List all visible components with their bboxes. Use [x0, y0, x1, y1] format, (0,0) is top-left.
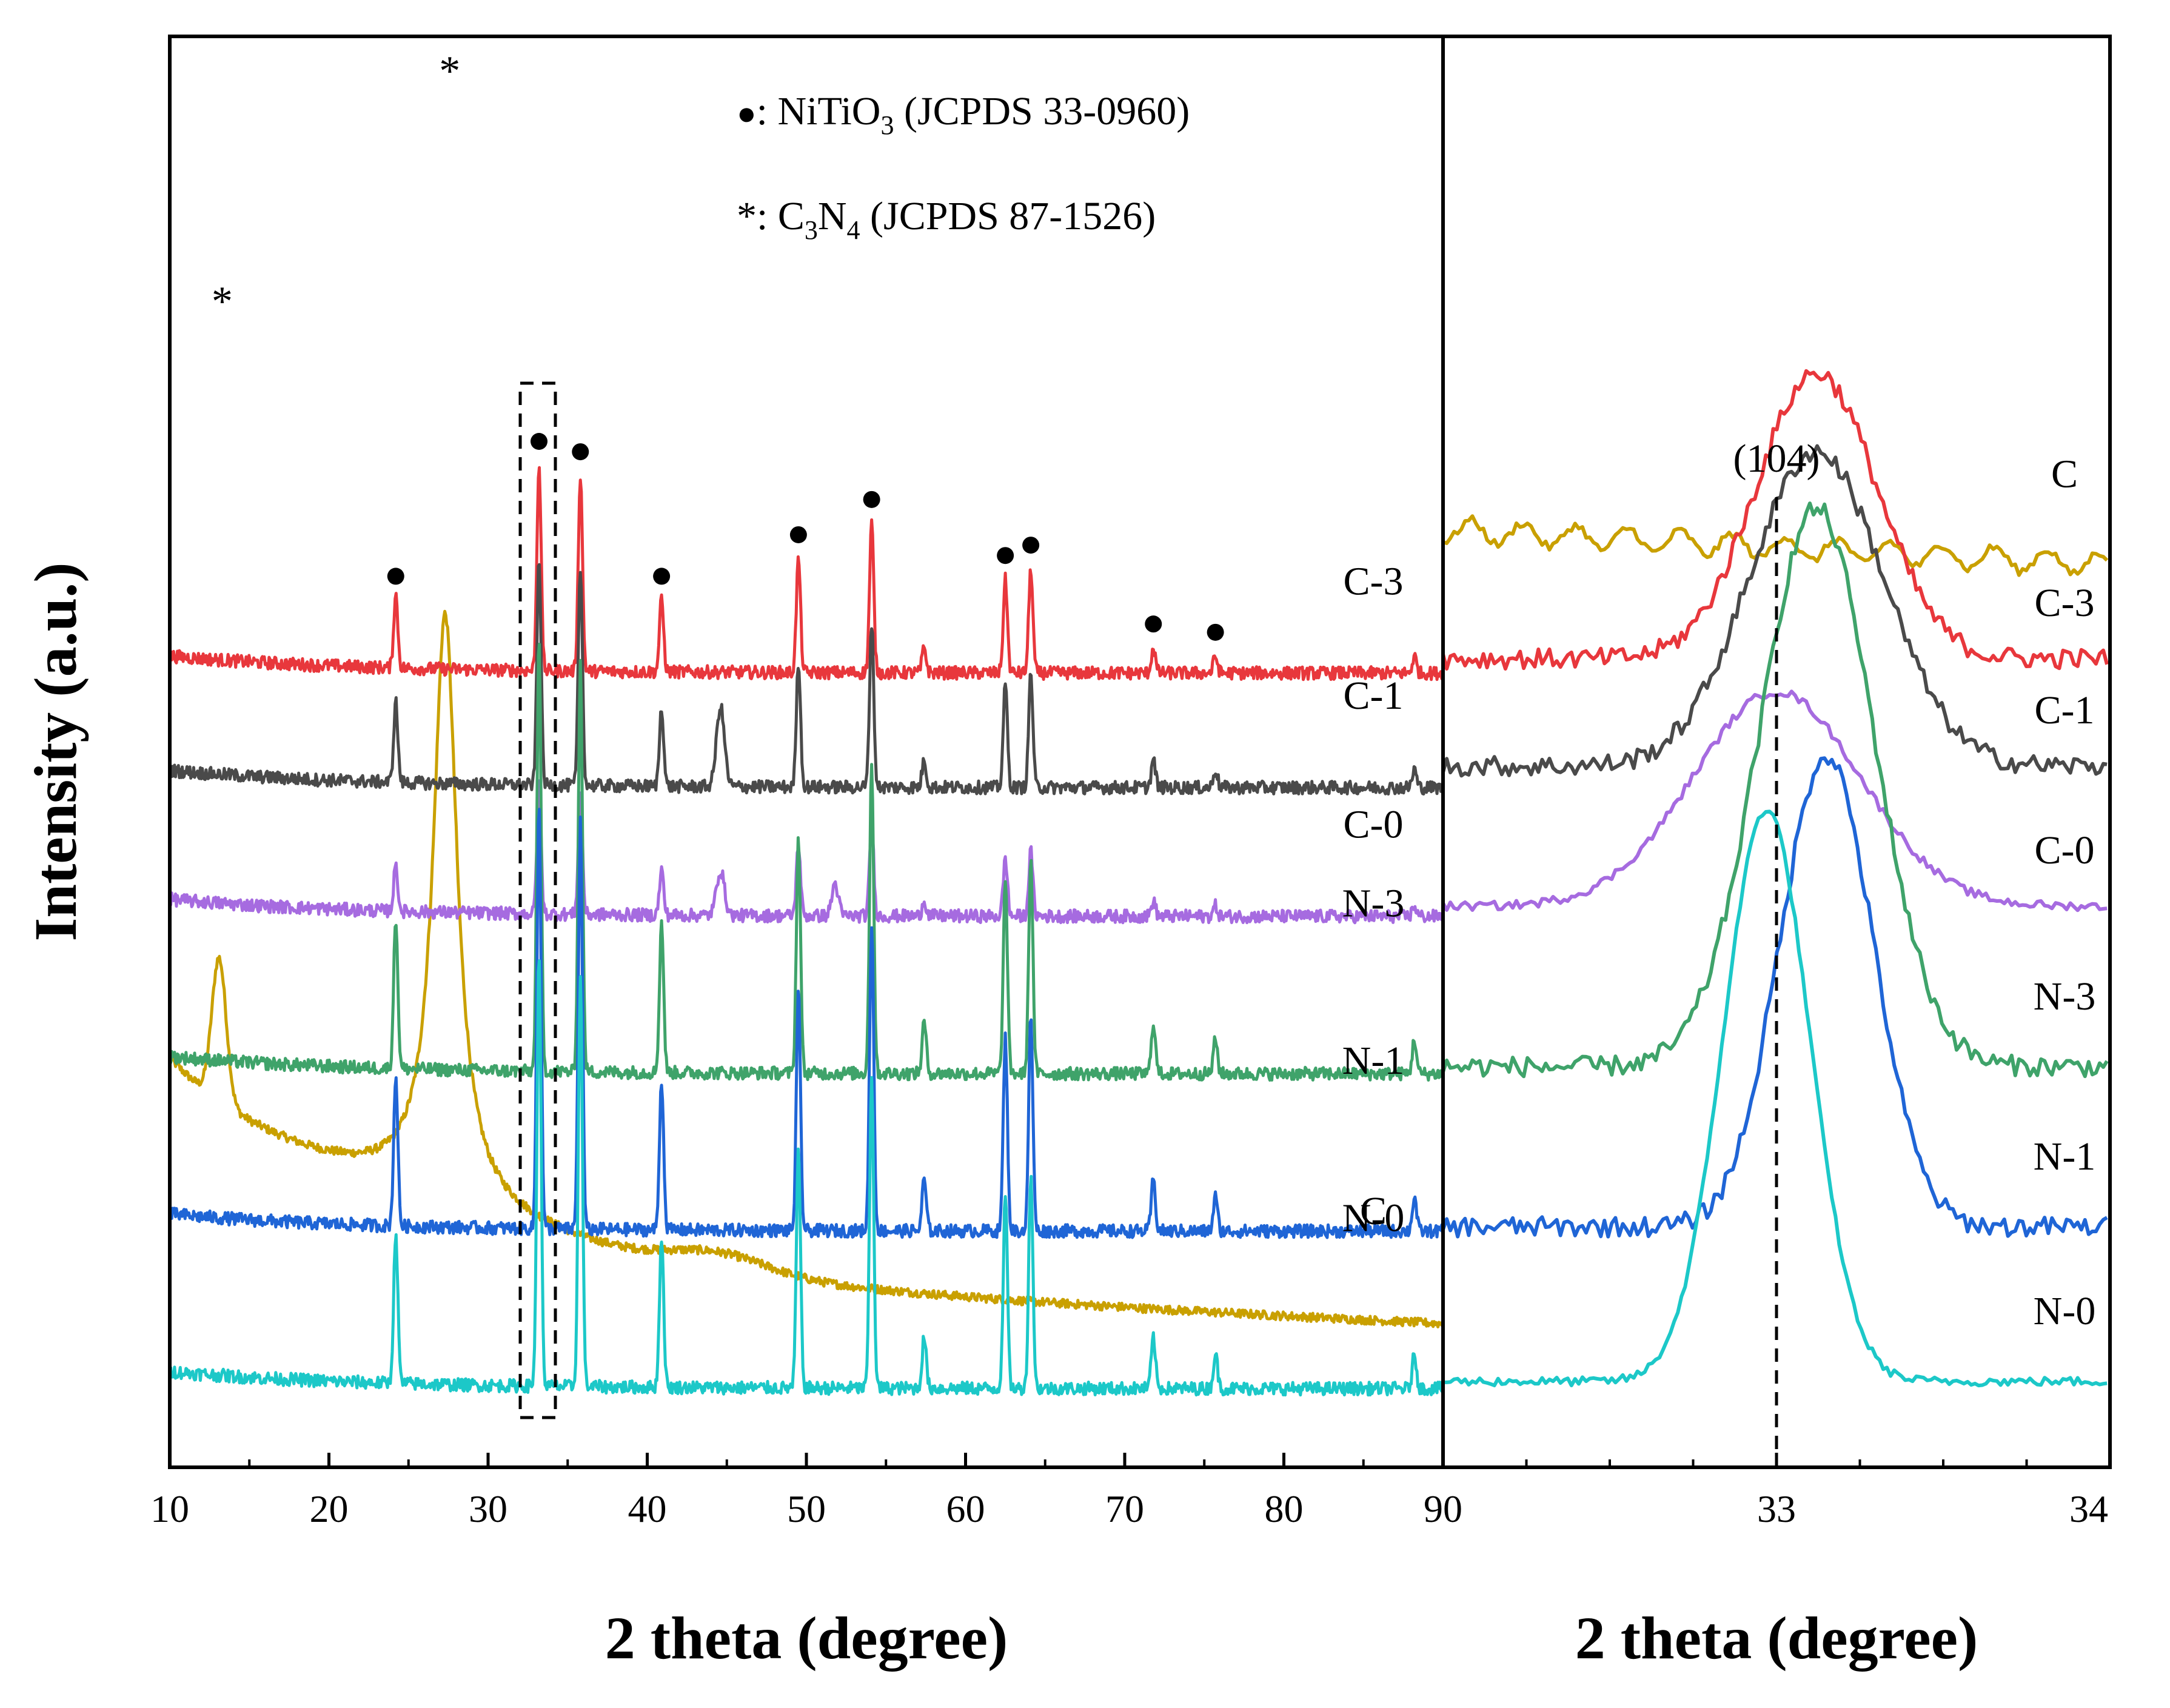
nitio3-peak-marker	[863, 491, 880, 508]
series-left-c-0	[169, 779, 1444, 925]
curve-label-right-n-0: N-0	[2034, 1289, 2096, 1333]
curve-label-left-c-0: C-0	[1344, 803, 1404, 847]
curve-label-right-c-1: C-1	[2035, 688, 2095, 732]
series-right-n-0	[1443, 809, 2108, 1388]
legend-c3n4-suffix: (JCPDS 87-1526)	[860, 194, 1156, 238]
curve-label-right-n-1: N-1	[2034, 1134, 2096, 1179]
y-axis-title: Intensity (a.u.)	[22, 562, 89, 941]
legend-nitio3-suffix: (JCPDS 33-0960)	[894, 89, 1190, 133]
series-curves	[168, 369, 2109, 1397]
left-tick-label: 40	[628, 1487, 667, 1530]
left-tick-label: 60	[946, 1487, 985, 1530]
c3n4-peak-marker: *	[439, 48, 460, 95]
curve-label-left-c: C	[1360, 1189, 1387, 1233]
series-right-c-3	[1441, 369, 2109, 671]
nitio3-peak-marker	[1145, 615, 1162, 633]
left-tick-label: 10	[150, 1487, 189, 1530]
curve-label-right-c: C	[2051, 452, 2078, 496]
legend-c3n4-sub1: 3	[805, 215, 818, 245]
peak-markers: **	[212, 48, 1224, 641]
curve-label-right-c-3: C-3	[2035, 581, 2095, 625]
legend-nitio3-marker: ●	[737, 95, 757, 132]
curve-label-left-c-1: C-1	[1344, 674, 1404, 718]
highlight-dashed-box	[518, 381, 557, 1419]
nitio3-peak-marker	[653, 568, 671, 585]
curve-label-left-n-3: N-3	[1342, 881, 1405, 925]
legend-c3n4-text: : C	[757, 194, 805, 238]
right-curve-labels: C C-3 C-1 C-0 N-3 N-1 N-0	[2034, 452, 2096, 1333]
legend-c3n4-sub2: 4	[847, 215, 860, 245]
nitio3-peak-marker	[572, 443, 589, 461]
nitio3-peak-marker	[531, 433, 548, 450]
left-tick-label: 90	[1424, 1487, 1462, 1530]
nitio3-peak-marker	[1022, 537, 1040, 554]
legend-nitio3: ●: NiTiO3 (JCPDS 33-0960)	[737, 89, 1190, 140]
left-curve-labels: C C-3 C-1 C-0 N-3 N-1 N-0	[1342, 559, 1405, 1240]
left-tick-label: 80	[1265, 1487, 1304, 1530]
legend-c3n4-marker: *	[737, 194, 757, 238]
legend-nitio3-prefix: : NiTiO	[757, 89, 881, 133]
left-tick-label: 70	[1105, 1487, 1144, 1530]
left-tick-label: 50	[787, 1487, 826, 1530]
series-left-c-3	[168, 466, 1444, 682]
series-left-n-3	[168, 643, 1444, 1082]
left-panel-frame	[168, 35, 1445, 1469]
legend-c3n4-mid: N	[818, 194, 847, 238]
legend: ●: NiTiO3 (JCPDS 33-0960) *: C3N4 (JCPDS…	[737, 89, 1190, 245]
right-tick-label: 34	[2069, 1487, 2108, 1530]
axis-ticks: 10 20 30 40 50 60 70 80 90 33 34	[150, 1453, 2108, 1530]
left-tick-label: 30	[469, 1487, 507, 1530]
legend-c3n4: *: C3N4 (JCPDS 87-1526)	[737, 194, 1156, 245]
nitio3-peak-marker	[997, 547, 1014, 564]
nitio3-peak-marker	[789, 526, 807, 543]
nitio3-peak-marker	[1207, 623, 1224, 641]
left-x-axis-title: 2 theta (degree)	[605, 1604, 1008, 1672]
nitio3-peak-marker	[387, 568, 404, 585]
series-left-n-1	[169, 808, 1444, 1239]
legend-nitio3-sub: 3	[880, 110, 894, 140]
series-left-n-0	[168, 959, 1444, 1397]
series-left-c-1	[168, 563, 1444, 796]
right-x-axis-title: 2 theta (degree)	[1575, 1604, 1978, 1672]
series-left-c	[168, 609, 1444, 1328]
right-tick-label: 33	[1757, 1487, 1796, 1530]
curve-label-right-n-3: N-3	[2034, 974, 2096, 1019]
curve-label-left-c-3: C-3	[1344, 559, 1404, 603]
c3n4-peak-marker: *	[212, 278, 233, 325]
curve-label-right-c-0: C-0	[2035, 828, 2095, 872]
reference-label: (104)	[1733, 437, 1820, 481]
curve-label-left-n-1: N-1	[1342, 1039, 1405, 1083]
curve-label-left-n-0: N-0	[1342, 1196, 1405, 1241]
left-tick-label: 20	[310, 1487, 349, 1530]
